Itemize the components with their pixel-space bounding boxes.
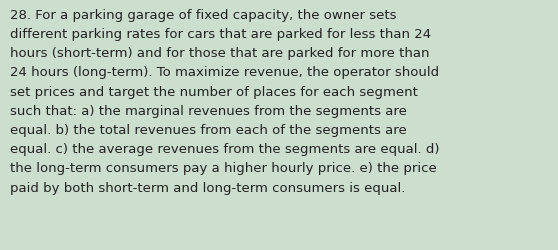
Text: 28. For a parking garage of fixed capacity, the owner sets
different parking rat: 28. For a parking garage of fixed capaci… xyxy=(10,9,440,194)
